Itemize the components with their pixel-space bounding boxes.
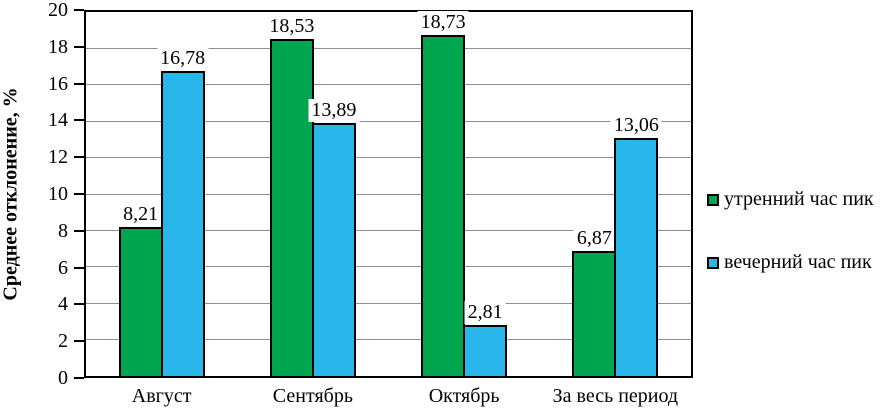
y-tick-label: 16: [48, 72, 68, 95]
y-tick-mark: [74, 45, 84, 48]
gridline: [86, 157, 691, 159]
legend-item: утренний час пик: [707, 188, 874, 211]
bar-value-label: 8,21: [120, 202, 162, 226]
y-tick-mark: [74, 119, 84, 122]
y-tick-label: 14: [48, 109, 68, 132]
gridline: [86, 302, 691, 304]
x-axis-categories: Август Сентябрь Октябрь За весь период: [86, 385, 691, 408]
bar-утренний час пик: 18,73: [417, 11, 469, 376]
y-tick-label: 20: [48, 0, 68, 21]
gridline: [86, 193, 691, 195]
y-tick-label: 12: [48, 146, 68, 169]
y-tick-label: 0: [58, 367, 68, 389]
y-tick-mark: [74, 193, 84, 195]
legend-swatch-icon: [707, 256, 719, 269]
category-label: Сентябрь: [272, 385, 353, 407]
bar-вечерний час пик: 16,78: [157, 46, 209, 376]
y-tick-mark: [74, 303, 84, 306]
bar-вечерний час пик: 2,81: [463, 300, 508, 376]
y-tick-label: 10: [48, 183, 68, 205]
bar-вечерний час пик: 13,06: [610, 114, 662, 376]
y-tick-mark: [74, 340, 84, 343]
bar-value-label: 13,89: [308, 99, 360, 123]
y-tick-label: 8: [58, 219, 68, 242]
y-tick-mark: [74, 229, 84, 232]
legend-swatch-icon: [707, 193, 719, 206]
bar-утренний час пик: 8,21: [118, 202, 163, 376]
legend-label: утренний час пик: [724, 188, 874, 210]
gridline: [86, 229, 691, 231]
gridline: [86, 47, 691, 49]
bar-value-label: 6,87: [573, 226, 615, 250]
category-label: За весь период: [552, 385, 679, 407]
category-label: Август: [131, 385, 192, 407]
bar-value-label: 2,81: [464, 300, 506, 324]
bar-value-label: 13,06: [610, 114, 662, 138]
y-tick-label: 18: [48, 35, 68, 58]
gridline: [86, 266, 691, 268]
gridline: [86, 84, 691, 86]
category-label: Октябрь: [428, 385, 500, 407]
legend-item: вечерний час пик: [707, 251, 872, 274]
bar-group: 8,21 16,78: [86, 12, 237, 376]
bar-утренний час пик: 18,53: [266, 14, 318, 376]
y-tick-mark: [74, 9, 84, 11]
bar-value-label: 18,53: [266, 14, 318, 38]
gridline: [86, 339, 691, 341]
y-tick-mark: [74, 266, 84, 269]
y-tick-mark: [74, 377, 84, 379]
bar-вечерний час пик: 13,89: [308, 99, 360, 376]
legend-label: вечерний час пик: [724, 251, 872, 273]
y-tick-label: 6: [58, 256, 68, 279]
bar-group: 18,53 13,89: [237, 12, 388, 376]
bar-утренний час пик: 6,87: [572, 226, 617, 376]
gridline: [86, 120, 691, 122]
y-tick-label: 4: [58, 293, 68, 316]
y-tick-mark: [74, 156, 84, 159]
bar-value-label: 16,78: [157, 46, 209, 70]
bars-layer: 8,21 16,78 18,53 13,89 18,73 2,81 6,87 13,06: [86, 11, 691, 376]
bar-group: 6,87 13,06: [540, 12, 691, 376]
y-tick-label: 2: [58, 330, 68, 353]
y-tick-mark: [74, 82, 84, 85]
bar-group: 18,73 2,81: [389, 11, 540, 376]
bar-value-label: 18,73: [417, 11, 469, 35]
